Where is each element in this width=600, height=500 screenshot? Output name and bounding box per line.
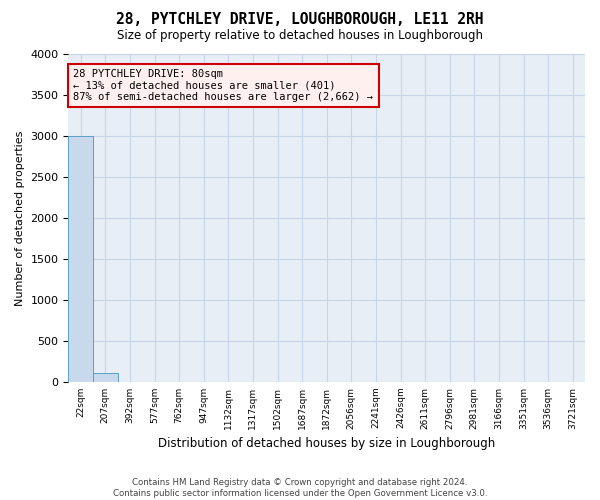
Bar [68,136,93,382]
Text: Contains HM Land Registry data © Crown copyright and database right 2024.
Contai: Contains HM Land Registry data © Crown c… [113,478,487,498]
Text: Size of property relative to detached houses in Loughborough: Size of property relative to detached ho… [117,29,483,42]
X-axis label: Distribution of detached houses by size in Loughborough: Distribution of detached houses by size … [158,437,496,450]
Y-axis label: Number of detached properties: Number of detached properties [15,130,25,306]
Text: 28 PYTCHLEY DRIVE: 80sqm
← 13% of detached houses are smaller (401)
87% of semi-: 28 PYTCHLEY DRIVE: 80sqm ← 13% of detach… [73,68,373,102]
Text: 28, PYTCHLEY DRIVE, LOUGHBOROUGH, LE11 2RH: 28, PYTCHLEY DRIVE, LOUGHBOROUGH, LE11 2… [116,12,484,28]
Bar [93,372,118,382]
